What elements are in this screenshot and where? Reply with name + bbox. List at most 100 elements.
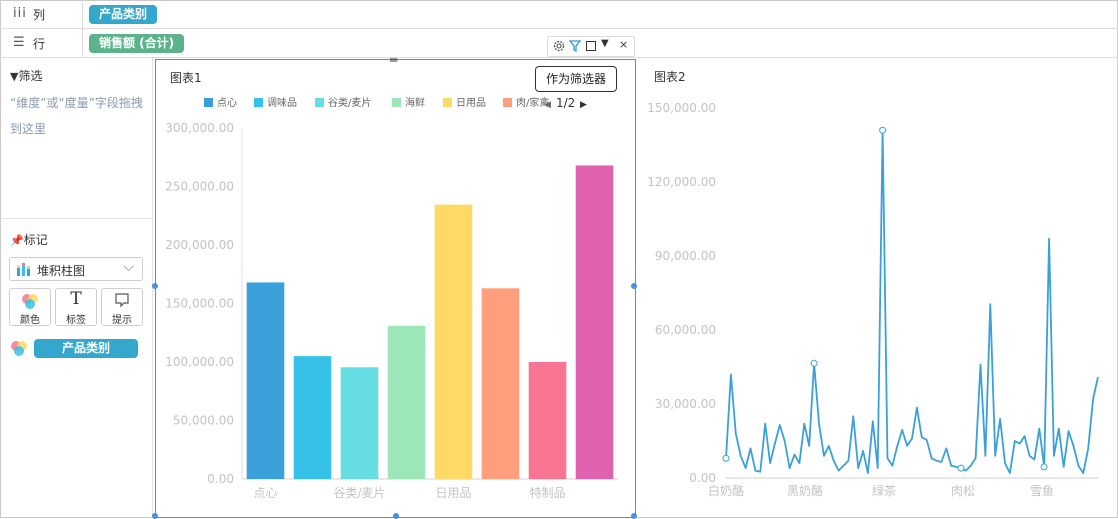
chart2-svg: 0.00 30,000.00 60,000.00 90,000.00 120,000.0… xyxy=(647,101,1099,498)
bar-日用品 xyxy=(434,204,473,479)
data-point-marker xyxy=(879,126,887,134)
maximize-icon[interactable] xyxy=(586,41,596,51)
columns-pill[interactable]: 产品类别 xyxy=(89,5,158,24)
chevron-down-icon: ⌵ xyxy=(123,259,134,275)
chart-type-select[interactable]: 堆积柱图 ⌵ xyxy=(9,257,143,281)
bar-调味品 xyxy=(293,356,332,479)
chart1-title: 图表1 xyxy=(170,71,202,85)
panel-divider xyxy=(0,218,152,219)
legend-swatch xyxy=(503,98,512,107)
rows-label: 行 xyxy=(33,37,46,51)
legend-item: 谷类/麦片 xyxy=(328,96,371,109)
drag-handle-icon[interactable]: ═ xyxy=(390,53,398,67)
chart-toolbar: ▼ × xyxy=(547,36,635,57)
marks-section-title: 📌标记 xyxy=(10,233,48,247)
data-point-marker xyxy=(957,464,965,472)
filter-funnel-icon[interactable] xyxy=(569,39,581,53)
legend-swatch xyxy=(443,98,452,107)
legend-swatch xyxy=(254,98,263,107)
y-tick-label: 300,000.00 xyxy=(165,121,234,135)
x-tick-label: 白奶酪 xyxy=(708,483,744,498)
legend-item: 调味品 xyxy=(267,97,297,109)
y-tick-label: 120,000.00 xyxy=(647,175,716,189)
bar-饮料 xyxy=(575,165,614,479)
resize-handle-bottom-left[interactable] xyxy=(152,513,158,519)
y-tick-label: 50,000.00 xyxy=(173,414,234,428)
stacked-bar-icon xyxy=(17,263,30,276)
tooltip-button-label: 提示 xyxy=(112,315,132,326)
y-tick-label: 60,000.00 xyxy=(655,323,716,337)
x-tick-label: 日用品 xyxy=(435,486,471,500)
gear-icon[interactable] xyxy=(552,39,566,53)
color-encoding-pill[interactable]: 产品类别 xyxy=(34,339,138,358)
y-tick-label: 90,000.00 xyxy=(655,249,716,263)
legend-swatch xyxy=(315,98,324,107)
resize-handle-right[interactable] xyxy=(631,283,637,289)
data-point-marker xyxy=(722,454,730,462)
color-button-label: 颜色 xyxy=(20,315,40,326)
y-tick-label: 100,000.00 xyxy=(165,355,234,369)
sales-line xyxy=(725,129,1099,475)
columns-shelf: iii 列 产品类别 xyxy=(0,0,1118,29)
legend-item: 海鲜 xyxy=(405,96,425,109)
x-tick-label: 点心 xyxy=(253,486,277,500)
rows-shelf-header: ☰ 行 xyxy=(0,29,83,57)
filter-drop-zone[interactable]: “维度”或“度量”字段拖拽到这里 xyxy=(10,96,143,136)
label-button[interactable]: T 标签 xyxy=(55,288,97,326)
data-point-marker xyxy=(1040,463,1048,471)
rows-pill[interactable]: 销售额 (合计) xyxy=(89,34,185,53)
y-tick-label: 150,000.00 xyxy=(647,101,716,115)
chart1-panel[interactable]: 图表1 点心 调味品 谷类/麦片 海鲜 日用品 肉/家禽 ◀ 1/2 ▶ 0.00 50,000.0… xyxy=(155,59,636,518)
y-tick-label: 0.00 xyxy=(207,472,234,486)
x-tick-label: 黑奶酪 xyxy=(787,483,823,498)
color-encoding-icon xyxy=(11,341,27,356)
legend-item: 点心 xyxy=(217,97,237,109)
columns-shelf-header: iii 列 xyxy=(0,0,83,28)
data-point-marker xyxy=(810,359,818,367)
legend-page: 1/2 xyxy=(556,96,575,110)
x-tick-label: 特制品 xyxy=(529,485,565,500)
pin-icon: 📌 xyxy=(10,234,24,247)
chart2-panel[interactable]: 图表2 0.00 30,000.00 60,000.00 90,000.00 120,0… xyxy=(640,59,1116,516)
x-tick-label: 肉松 xyxy=(951,484,975,498)
bar-点心 xyxy=(246,282,285,479)
bar-肉/家禽 xyxy=(481,288,520,479)
legend-next-icon: ▶ xyxy=(580,100,587,110)
x-tick-label: 绿茶 xyxy=(872,483,896,498)
legend-swatch xyxy=(204,98,213,107)
color-button[interactable]: 颜色 xyxy=(9,288,51,326)
resize-handle-left[interactable] xyxy=(152,283,158,289)
filter-section-title: ▼筛选 xyxy=(10,69,43,83)
y-tick-label: 0.00 xyxy=(689,471,716,485)
y-tick-label: 150,000.00 xyxy=(165,297,234,311)
legend-swatch xyxy=(392,98,401,107)
resize-handle-bottom[interactable] xyxy=(393,513,399,519)
columns-label: 列 xyxy=(33,8,46,22)
close-icon[interactable]: × xyxy=(619,38,629,51)
caret-down-icon[interactable]: ▼ xyxy=(601,38,609,49)
filter-icon: ▼ xyxy=(10,70,19,83)
legend-item: 肉/家禽 xyxy=(516,96,549,109)
chart1-svg: 点心 调味品 谷类/麦片 海鲜 日用品 肉/家禽◀ 1/2 ▶0.0050,000.00100… xyxy=(165,96,618,500)
tooltip-button[interactable]: 提示 xyxy=(101,288,143,326)
resize-handle-bottom-right[interactable] xyxy=(631,513,637,519)
label-button-label: 标签 xyxy=(66,315,86,326)
legend-prev-icon: ◀ xyxy=(544,100,551,110)
chart2-title: 图表2 xyxy=(654,70,686,84)
bar-特制品 xyxy=(528,362,567,479)
x-tick-label: 谷类/麦片 xyxy=(333,486,385,500)
filter-tooltip: 作为筛选器 xyxy=(535,66,617,92)
x-tick-label: 雪鱼 xyxy=(1030,484,1054,498)
rows-shelf: ☰ 行 销售额 (合计) xyxy=(0,29,1118,58)
y-tick-label: 30,000.00 xyxy=(655,397,716,411)
color-palette-icon xyxy=(22,294,38,309)
rows-icon: ☰ xyxy=(13,35,25,50)
bar-海鲜 xyxy=(387,325,426,479)
columns-icon: iii xyxy=(13,6,27,21)
y-tick-label: 250,000.00 xyxy=(165,180,234,194)
speech-bubble-icon xyxy=(115,293,129,308)
text-t-icon: T xyxy=(70,289,82,309)
y-tick-label: 200,000.00 xyxy=(165,238,234,252)
chart-type-value: 堆积柱图 xyxy=(37,264,86,278)
bar-谷类/麦片 xyxy=(340,367,379,479)
